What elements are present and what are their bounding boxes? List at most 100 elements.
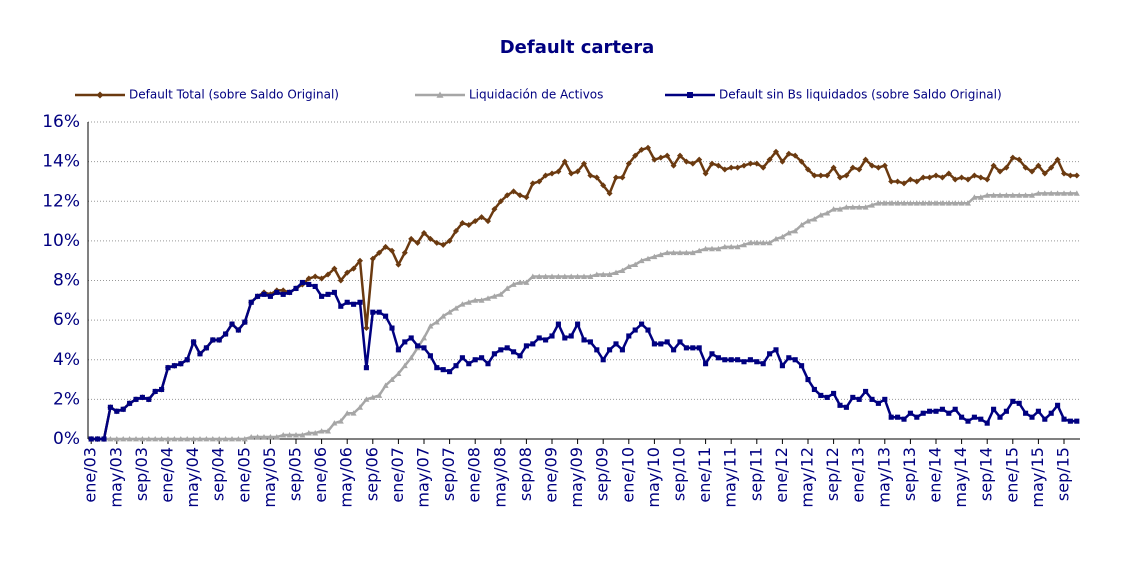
marker [683,345,689,351]
marker [747,160,754,167]
marker [325,271,331,278]
marker [126,436,133,442]
x-tick-label: may/13 [874,447,893,508]
x-tick-label: ene/15 [1002,447,1021,503]
marker [415,343,421,349]
marker [421,345,427,351]
marker [299,279,305,286]
marker [709,245,715,252]
marker [165,365,171,371]
marker [446,309,453,315]
marker [197,436,203,442]
marker [305,430,312,436]
marker [159,386,165,393]
marker [1042,416,1048,422]
marker [453,305,459,311]
marker [402,339,408,345]
marker [1003,408,1009,414]
marker [1073,172,1080,179]
marker [305,275,312,282]
marker [491,293,498,299]
series-line [91,192,1077,441]
marker [133,396,139,402]
marker [446,237,453,244]
marker [907,200,914,206]
marker [798,158,805,165]
marker [165,436,171,442]
marker [843,204,850,210]
marker [414,239,421,246]
marker [107,436,114,442]
marker [687,92,693,98]
x-tick-label: may/15 [1028,447,1047,508]
marker [817,212,824,218]
x-tick-label: sep/15 [1054,447,1073,501]
marker [901,200,907,206]
marker [401,249,408,256]
y-tick-label: 14% [42,152,80,172]
marker [747,239,754,246]
marker [971,194,978,200]
x-tick-label: ene/08 [465,447,484,503]
x-tick-label: sep/12 [823,447,842,501]
marker [760,239,767,246]
marker [997,192,1003,198]
marker [805,377,811,383]
marker [626,333,632,339]
marker [856,396,862,402]
marker [363,325,370,332]
marker [901,180,907,187]
x-tick-label: ene/12 [772,447,791,503]
marker [497,198,504,205]
marker [523,279,530,285]
marker [203,436,210,442]
marker [561,158,568,165]
marker [913,178,920,185]
marker [421,229,427,236]
marker [920,200,927,206]
marker [158,436,165,442]
marker [728,243,735,250]
marker [792,227,799,234]
marker [478,214,485,221]
marker [625,160,632,167]
marker [779,158,786,165]
marker [382,243,389,250]
marker [421,334,427,341]
marker [562,335,568,341]
marker [274,289,280,295]
marker [479,355,485,361]
marker [927,408,933,414]
marker [408,235,415,242]
marker [862,204,869,210]
marker [600,182,607,189]
marker [939,200,946,206]
marker [766,239,773,246]
marker [971,172,978,179]
marker [491,206,498,213]
marker [811,216,818,222]
marker [824,172,831,179]
x-tick-label: sep/07 [439,447,458,501]
marker [478,297,485,303]
marker [830,206,837,212]
marker [363,396,370,402]
marker [376,249,383,256]
x-tick-label: may/03 [106,447,125,508]
marker [651,341,657,347]
marker [574,168,581,175]
marker [734,243,741,250]
x-tick-label: ene/04 [158,447,177,503]
marker [959,414,965,420]
marker [773,148,779,155]
marker [1023,410,1029,416]
y-tick-label: 0% [53,429,80,449]
marker [702,245,709,252]
marker [171,436,178,442]
marker [849,204,856,210]
marker [146,396,152,402]
marker [805,166,811,173]
marker [920,410,926,416]
marker [632,261,639,268]
marker [1061,190,1067,196]
